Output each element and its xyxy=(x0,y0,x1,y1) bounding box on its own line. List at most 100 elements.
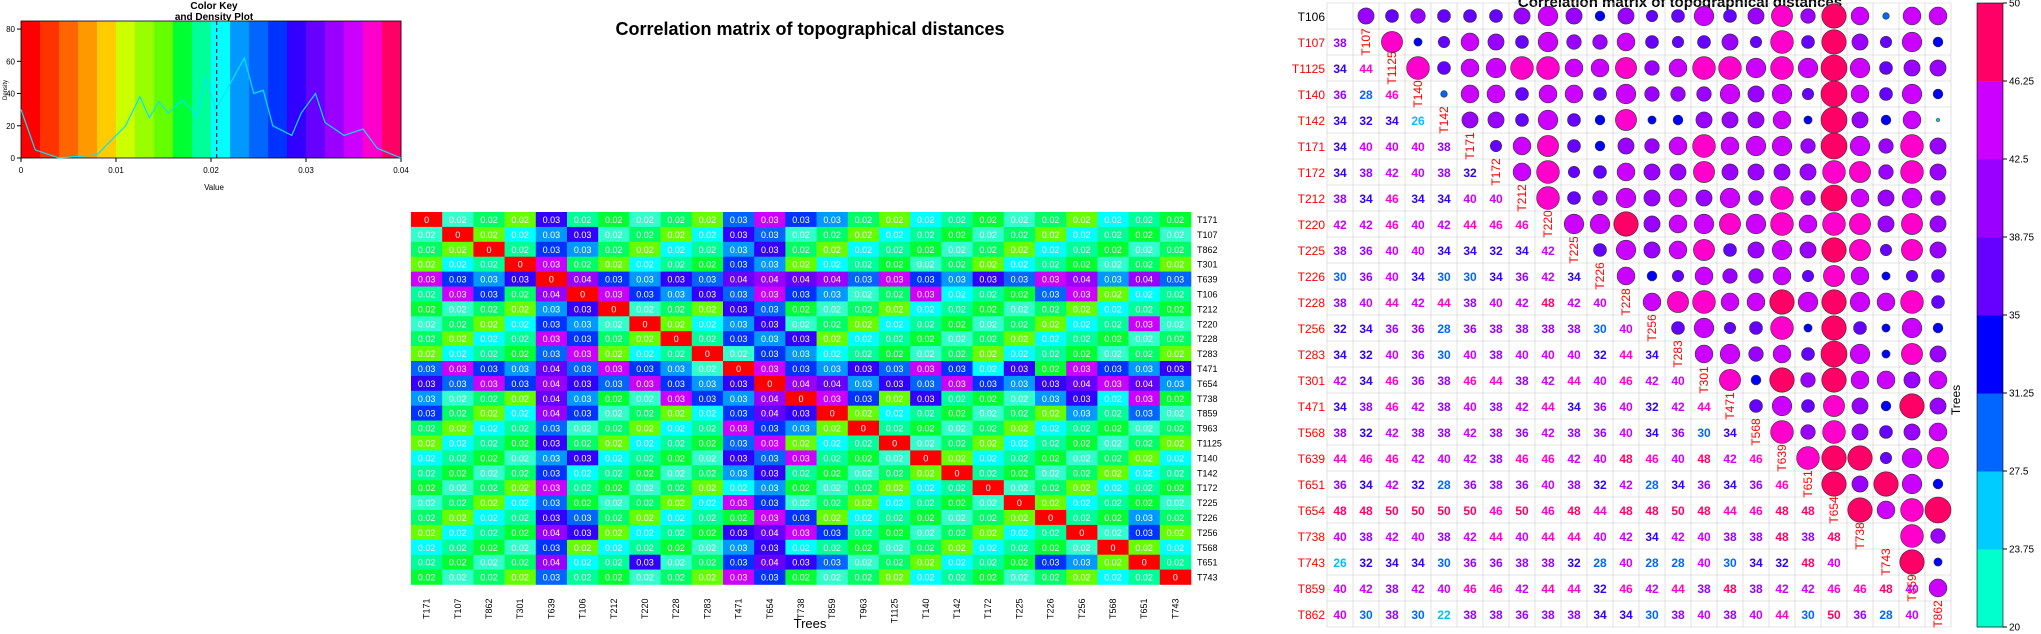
heatmap-cell xyxy=(785,256,817,272)
corrplot-value: 34 xyxy=(1385,556,1399,570)
heatmap-cell xyxy=(504,346,537,362)
corrplot-circle xyxy=(1770,186,1794,210)
heatmap-cell-label: 0.02 xyxy=(1042,424,1060,434)
heatmap-cell-label: 0.03 xyxy=(574,394,592,404)
corrplot-value: 42 xyxy=(1333,218,1347,232)
corrplot-value: 40 xyxy=(1567,348,1581,362)
heatmap-cell xyxy=(660,331,693,347)
corrplot-value: 44 xyxy=(1541,582,1555,596)
heatmap-cell xyxy=(442,301,474,317)
heatmap-column-label: T743 xyxy=(1170,599,1180,620)
heatmap-cell xyxy=(879,435,911,451)
corrplot-circle xyxy=(1773,163,1791,181)
color-key-swatch xyxy=(135,21,155,158)
heatmap-cell xyxy=(660,256,693,272)
heatmap-cell xyxy=(1128,212,1161,228)
heatmap-cell xyxy=(442,510,474,526)
heatmap-cell-label: 0.02 xyxy=(699,409,717,419)
corrplot-row-label: T142 xyxy=(1298,114,1326,128)
corrplot-circle xyxy=(1672,35,1685,48)
corrplot-circle xyxy=(1594,114,1606,126)
heatmap-cell-label: 0.03 xyxy=(418,379,436,389)
corrplot-circle xyxy=(1460,84,1480,104)
heatmap-cell-label: 0.04 xyxy=(730,275,748,285)
corrplot-value: 46 xyxy=(1853,582,1867,596)
heatmap-cell-label: 0.02 xyxy=(855,260,873,270)
heatmap-cell xyxy=(1035,375,1067,392)
corrplot-row-label: T226 xyxy=(1298,270,1326,284)
corrplot-value: 32 xyxy=(1333,322,1347,336)
corrplot-value: 46 xyxy=(1489,218,1503,232)
corrplot-row-label: T738 xyxy=(1298,530,1326,544)
corrplot-circle xyxy=(1749,399,1763,413)
heatmap-cell xyxy=(1159,301,1192,317)
corrplot-value: 42 xyxy=(1671,530,1685,544)
heatmap-cell xyxy=(535,510,568,526)
heatmap-cell xyxy=(691,495,724,511)
heatmap-cell xyxy=(535,465,568,481)
heatmap-cell xyxy=(754,375,786,392)
heatmap-cell-label: 0.02 xyxy=(418,304,436,314)
heatmap-cell-label: 0.02 xyxy=(449,543,467,553)
heatmap-cell-label: 0.02 xyxy=(699,483,717,493)
corrplot-legend-tick-label: 46.25 xyxy=(2009,77,2034,88)
heatmap-cell-label: 0.02 xyxy=(667,230,685,240)
corrplot-value: 42 xyxy=(1463,530,1477,544)
corrplot-circle xyxy=(1878,164,1894,180)
corrplot-value: 40 xyxy=(1411,218,1425,232)
heatmap-cell-label: 0.02 xyxy=(1104,528,1122,538)
heatmap-cell xyxy=(1066,539,1098,555)
heatmap-cell-label: 0.02 xyxy=(418,319,436,329)
heatmap-cell xyxy=(1066,256,1098,272)
heatmap-cell xyxy=(879,375,911,392)
corrplot-circle xyxy=(1771,135,1793,157)
corrplot-value: 40 xyxy=(1385,270,1399,284)
heatmap-cell xyxy=(1128,495,1161,511)
heatmap-cell-label: 0.03 xyxy=(418,275,436,285)
corrplot-row-label: T862 xyxy=(1298,608,1326,622)
corrplot-value: 34 xyxy=(1619,608,1633,622)
corrplot-circle xyxy=(1929,241,1947,259)
heatmap-cell xyxy=(504,554,537,570)
heatmap-cell xyxy=(535,241,568,257)
heatmap-cell-label: 0.03 xyxy=(792,215,810,225)
corrplot-value: 46 xyxy=(1515,452,1529,466)
corrplot-circle xyxy=(1931,295,1945,309)
heatmap-row-label: T220 xyxy=(1197,319,1218,329)
corrplot-circle xyxy=(1847,445,1873,471)
heatmap-cell xyxy=(660,375,693,392)
heatmap-cell xyxy=(1035,316,1067,332)
corrplot-row-label: T220 xyxy=(1298,218,1326,232)
corrplot-value: 38 xyxy=(1489,426,1503,440)
heatmap-cell xyxy=(1159,539,1192,555)
corrplot-value: 40 xyxy=(1437,582,1451,596)
heatmap-cell xyxy=(442,390,474,406)
heatmap-cell-label: 0.02 xyxy=(511,230,529,240)
corrplot-circle xyxy=(1594,140,1606,152)
heatmap-cell-label: 0.02 xyxy=(574,573,592,583)
heatmap-cell xyxy=(1128,390,1161,406)
corrplot-value: 46 xyxy=(1749,452,1763,466)
heatmap-cell-label: 0.03 xyxy=(543,319,561,329)
heatmap-cell xyxy=(567,569,599,585)
heatmap-cell-label: 0.02 xyxy=(1167,304,1185,314)
corrplot-diagonal-label: T212 xyxy=(1515,184,1529,212)
heatmap-cell-label: 0.02 xyxy=(574,498,592,508)
corrplot-value: 42 xyxy=(1541,244,1555,258)
corrplot-value: 28 xyxy=(1437,322,1451,336)
heatmap-cell xyxy=(504,271,537,287)
heatmap-cell-label: 0.02 xyxy=(418,349,436,359)
heatmap-cell xyxy=(785,331,817,347)
heatmap-cell-label: 0.03 xyxy=(418,364,436,374)
corrplot-circle xyxy=(1772,266,1792,286)
heatmap-cell xyxy=(504,361,537,377)
corrplot-circle xyxy=(1821,445,1847,471)
heatmap-cell xyxy=(473,316,505,332)
heatmap-cell-label: 0.02 xyxy=(1011,409,1029,419)
heatmap-column-label: T220 xyxy=(640,599,650,620)
heatmap-cell xyxy=(567,435,599,451)
color-key-y-tick-label: 80 xyxy=(6,25,15,34)
corrplot-circle xyxy=(1928,370,1948,390)
heatmap-cell-label: 0.02 xyxy=(1104,483,1122,493)
